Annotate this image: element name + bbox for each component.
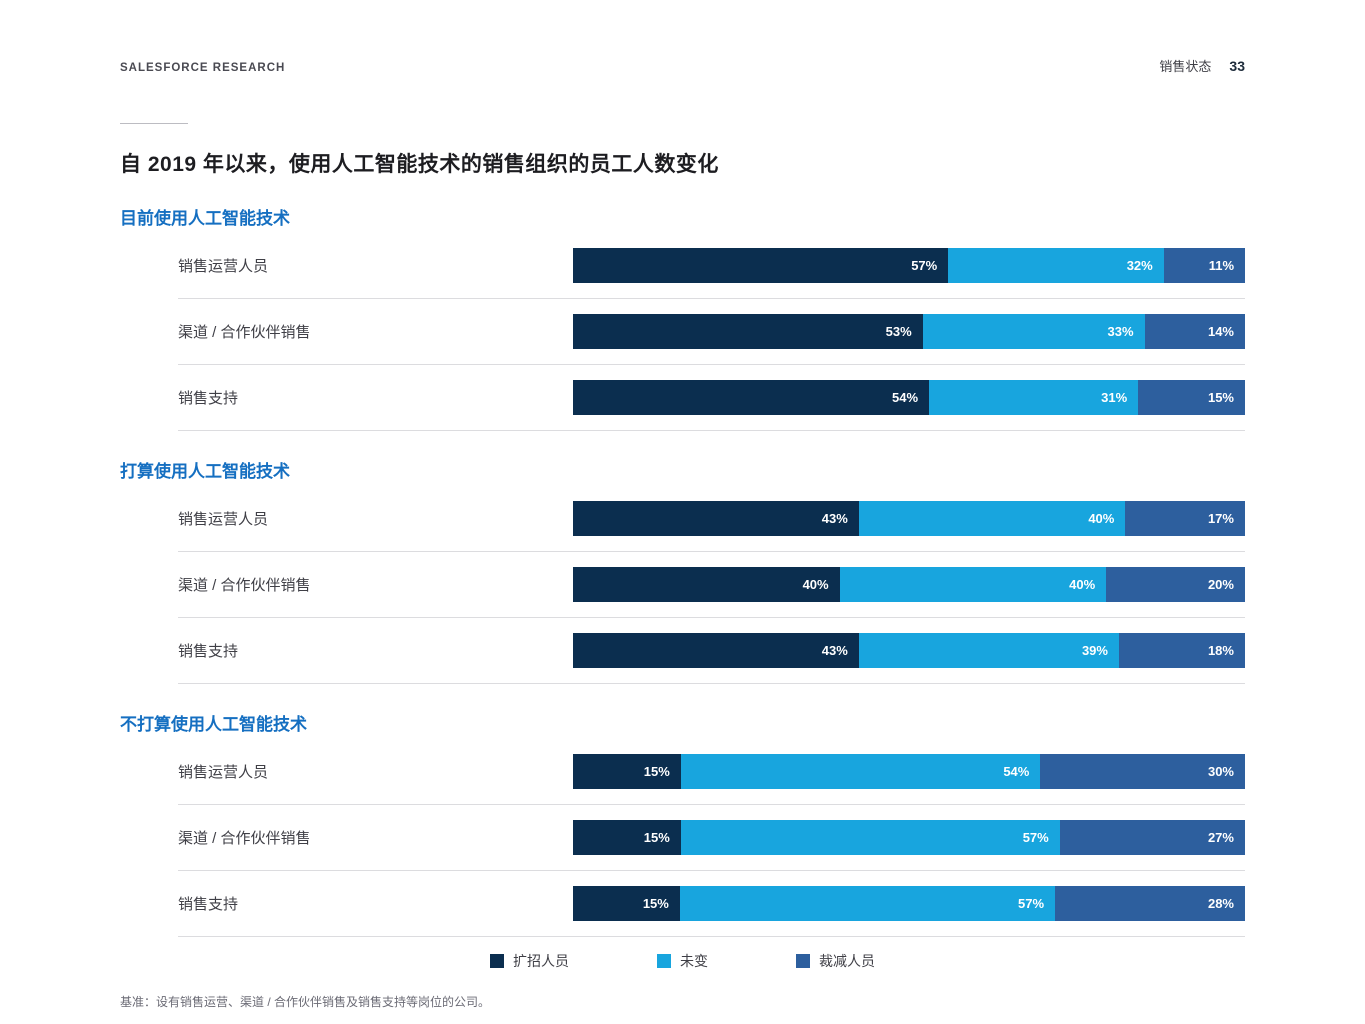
- bar-segment-expand: 54%: [573, 380, 930, 415]
- report-name: 销售状态: [1159, 59, 1212, 74]
- stacked-bar: 40% 40% 20%: [573, 567, 1245, 602]
- chart-row: 渠道 / 合作伙伴销售 40% 40% 20%: [178, 552, 1245, 618]
- bar-segment-reduce: 14%: [1144, 314, 1245, 349]
- legend-item: 未变: [657, 951, 708, 971]
- bar-segment-unchanged: 31%: [929, 380, 1139, 415]
- legend-label: 扩招人员: [513, 953, 569, 969]
- bar-segment-reduce: 17%: [1125, 501, 1245, 536]
- page-number: 33: [1229, 58, 1245, 74]
- bar-segment-unchanged: 57%: [680, 820, 1060, 855]
- legend-label: 裁减人员: [819, 953, 875, 969]
- section-heading: 目前使用人工智能技术: [120, 209, 290, 228]
- chart-section: 不打算使用人工智能技术 销售运营人员 15% 54% 30% 渠道 / 合作伙伴销售 15%…: [120, 710, 1245, 937]
- legend-swatch: [657, 954, 671, 968]
- bar-segment-expand: 53%: [573, 314, 923, 349]
- bar-segment-unchanged: 39%: [858, 633, 1119, 668]
- stacked-bar: 15% 57% 28%: [573, 886, 1245, 921]
- bar-segment-unchanged: 33%: [922, 314, 1145, 349]
- chart-row: 销售运营人员 43% 40% 17%: [178, 486, 1245, 552]
- stacked-bar: 57% 32% 11%: [573, 248, 1246, 283]
- row-label: 渠道 / 合作伙伴销售: [178, 830, 311, 847]
- chart-row: 渠道 / 合作伙伴销售 53% 33% 14%: [178, 299, 1245, 365]
- bar-segment-unchanged: 40%: [839, 567, 1107, 602]
- row-label: 销售支持: [178, 390, 239, 407]
- stacked-bar: 43% 40% 17%: [573, 501, 1245, 536]
- chart-legend: 扩招人员 未变 裁减人员: [490, 951, 1245, 971]
- legend-item: 扩招人员: [490, 951, 569, 971]
- chart-row: 渠道 / 合作伙伴销售 15% 57% 27%: [178, 805, 1245, 871]
- section-heading: 打算使用人工智能技术: [120, 462, 290, 481]
- chart-row: 销售支持 15% 57% 28%: [178, 871, 1245, 937]
- section-rows: 销售运营人员 57% 32% 11% 渠道 / 合作伙伴销售 53% 33% 14% 销售支持 5…: [178, 233, 1246, 431]
- brand-label: SALESFORCE RESEARCH: [120, 62, 286, 74]
- bar-segment-expand: 43%: [573, 633, 859, 668]
- section-rows: 销售运营人员 43% 40% 17% 渠道 / 合作伙伴销售 40% 40% 20% 销售支持 4…: [178, 486, 1245, 684]
- bar-segment-unchanged: 57%: [679, 886, 1056, 921]
- chart-row: 销售运营人员 57% 32% 11%: [178, 233, 1246, 299]
- chart-sections: 目前使用人工智能技术 销售运营人员 57% 32% 11% 渠道 / 合作伙伴销售 53% 3…: [120, 204, 1246, 937]
- title-rule: [120, 123, 188, 124]
- legend-swatch: [796, 954, 810, 968]
- bar-segment-unchanged: 40%: [858, 501, 1126, 536]
- bar-segment-expand: 40%: [573, 567, 840, 602]
- bar-segment-reduce: 11%: [1163, 248, 1246, 283]
- row-label: 销售支持: [178, 896, 239, 913]
- chart-row: 销售支持 43% 39% 18%: [178, 618, 1245, 684]
- bar-segment-unchanged: 32%: [948, 248, 1164, 283]
- bar-segment-reduce: 15%: [1138, 380, 1245, 415]
- stacked-bar: 15% 54% 30%: [573, 754, 1245, 789]
- header-right: 销售状态 33: [1159, 56, 1245, 75]
- stacked-bar: 53% 33% 14%: [573, 314, 1245, 349]
- row-label: 渠道 / 合作伙伴销售: [178, 577, 311, 594]
- bar-segment-reduce: 27%: [1059, 820, 1245, 855]
- stacked-bar: 43% 39% 18%: [573, 633, 1245, 668]
- bar-segment-reduce: 18%: [1118, 633, 1245, 668]
- row-label: 销售支持: [178, 643, 239, 660]
- section-heading: 不打算使用人工智能技术: [120, 715, 307, 734]
- bar-segment-reduce: 30%: [1040, 754, 1245, 789]
- bar-segment-expand: 43%: [573, 501, 859, 536]
- stacked-bar: 54% 31% 15%: [573, 380, 1245, 415]
- row-label: 销售运营人员: [178, 258, 269, 275]
- row-label: 销售运营人员: [178, 511, 269, 528]
- bar-segment-unchanged: 54%: [680, 754, 1041, 789]
- legend-label: 未变: [680, 953, 708, 969]
- row-label: 渠道 / 合作伙伴销售: [178, 324, 311, 341]
- bar-segment-reduce: 28%: [1055, 886, 1245, 921]
- bar-segment-expand: 15%: [573, 754, 681, 789]
- bar-segment-expand: 15%: [573, 886, 680, 921]
- chart-section: 目前使用人工智能技术 销售运营人员 57% 32% 11% 渠道 / 合作伙伴销售 53% 3…: [120, 204, 1246, 431]
- chart-title: 自 2019 年以来，使用人工智能技术的销售组织的员工人数变化: [120, 153, 719, 176]
- legend-item: 裁减人员: [796, 951, 875, 971]
- footnote: 基准：设有销售运营、渠道 / 合作伙伴销售及销售支持等岗位的公司。: [120, 995, 491, 1009]
- row-label: 销售运营人员: [178, 764, 269, 781]
- legend-swatch: [490, 954, 504, 968]
- section-rows: 销售运营人员 15% 54% 30% 渠道 / 合作伙伴销售 15% 57% 27% 销售支持 1…: [178, 739, 1245, 937]
- bar-segment-expand: 15%: [573, 820, 681, 855]
- chart-section: 打算使用人工智能技术 销售运营人员 43% 40% 17% 渠道 / 合作伙伴销售 40% 4…: [120, 457, 1245, 684]
- bar-segment-reduce: 20%: [1106, 567, 1245, 602]
- chart-row: 销售运营人员 15% 54% 30%: [178, 739, 1245, 805]
- chart-row: 销售支持 54% 31% 15%: [178, 365, 1245, 431]
- stacked-bar: 15% 57% 27%: [573, 820, 1245, 855]
- bar-segment-expand: 57%: [573, 248, 949, 283]
- page-header: SALESFORCE RESEARCH 销售状态 33: [120, 56, 1245, 75]
